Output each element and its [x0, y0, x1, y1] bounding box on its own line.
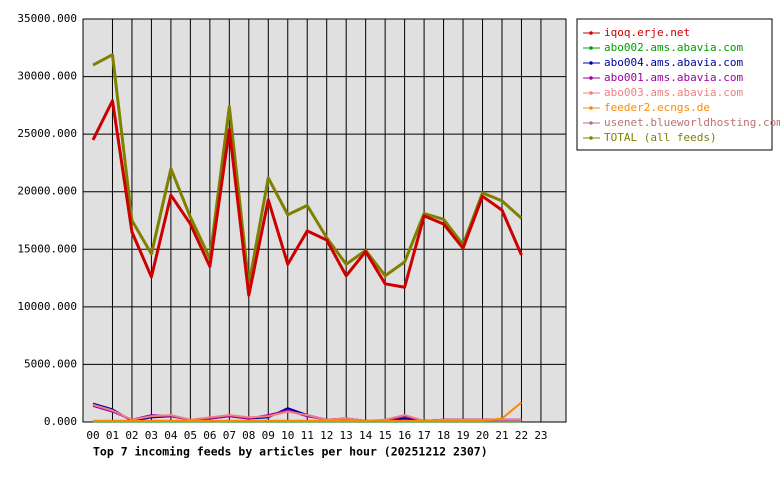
series-line — [93, 401, 523, 422]
legend-label: abo004.ams.abavia.com — [604, 56, 743, 69]
x-tick-label: 15 — [379, 429, 392, 442]
x-tick-label: 13 — [340, 429, 353, 442]
legend-label: iqoq.erje.net — [604, 26, 690, 39]
legend-label: abo003.ams.abavia.com — [604, 86, 743, 99]
x-tick-label: 06 — [203, 429, 216, 442]
x-tick-label: 09 — [262, 429, 275, 442]
chart-title: Top 7 incoming feeds by articles per hou… — [93, 445, 488, 459]
y-tick-label: 25000.000 — [17, 127, 77, 140]
x-tick-label: 12 — [320, 429, 333, 442]
legend-label: TOTAL (all feeds) — [604, 131, 717, 144]
legend-label: usenet.blueworldhosting.com — [604, 116, 780, 129]
x-tick-label: 07 — [223, 429, 236, 442]
legend-label: abo002.ams.abavia.com — [604, 41, 743, 54]
series-line — [92, 53, 523, 287]
y-tick-label: 0.000 — [44, 415, 77, 428]
x-tick-label: 23 — [534, 429, 547, 442]
legend-marker — [589, 61, 593, 65]
legend-marker — [589, 91, 593, 95]
x-tick-label: 00 — [86, 429, 99, 442]
x-tick-label: 21 — [495, 429, 508, 442]
x-tick-label: 22 — [515, 429, 528, 442]
x-tick-label: 01 — [106, 429, 119, 442]
legend-label: abo001.ams.abavia.com — [604, 71, 743, 84]
x-tick-label: 17 — [417, 429, 430, 442]
legend-marker — [589, 106, 593, 110]
legend-marker — [589, 121, 593, 125]
y-tick-label: 35000.000 — [17, 12, 77, 25]
legend-marker — [589, 46, 593, 50]
y-tick-label: 30000.000 — [17, 70, 77, 83]
x-tick-label: 03 — [145, 429, 158, 442]
x-tick-label: 02 — [125, 429, 138, 442]
x-tick-label: 04 — [164, 429, 178, 442]
y-tick-label: 20000.000 — [17, 185, 77, 198]
legend-marker — [589, 76, 593, 80]
x-tick-label: 14 — [359, 429, 373, 442]
legend-marker — [589, 136, 593, 140]
x-tick-label: 20 — [476, 429, 489, 442]
x-tick-label: 16 — [398, 429, 411, 442]
y-tick-label: 5000.000 — [24, 357, 77, 370]
series-line — [92, 403, 522, 422]
series-line — [91, 99, 523, 297]
x-tick-label: 08 — [242, 429, 255, 442]
y-tick-label: 15000.000 — [17, 242, 77, 255]
y-tick-label: 10000.000 — [17, 300, 77, 313]
x-tick-label: 19 — [456, 429, 469, 442]
x-tick-label: 11 — [301, 429, 314, 442]
plot-area — [82, 18, 567, 423]
legend-marker — [589, 31, 593, 35]
x-tick-label: 18 — [437, 429, 450, 442]
x-tick-label: 05 — [184, 429, 197, 442]
x-tick-label: 10 — [281, 429, 294, 442]
legend-box — [576, 18, 773, 151]
legend-label: feeder2.ecngs.de — [604, 101, 710, 114]
